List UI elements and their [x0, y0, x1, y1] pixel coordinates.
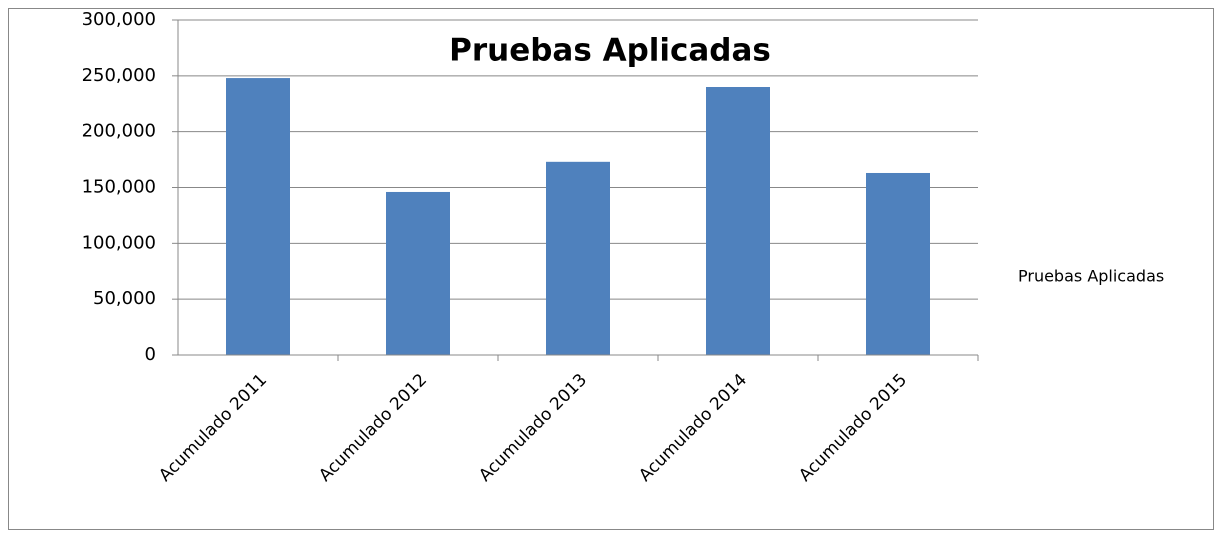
bar: [226, 78, 290, 356]
y-tick-label: 200,000: [82, 121, 156, 142]
y-tick-label: 50,000: [93, 288, 156, 309]
y-tick-label: 250,000: [82, 65, 156, 86]
chart-title: Pruebas Aplicadas: [449, 33, 771, 69]
bar: [866, 172, 930, 355]
chart-frame: [8, 8, 1214, 530]
bar: [386, 191, 450, 355]
bar: [546, 161, 610, 355]
y-tick-label: 300,000: [82, 9, 156, 30]
legend-label: Pruebas Aplicadas: [1018, 267, 1164, 286]
bar: [706, 87, 770, 355]
y-tick-label: 150,000: [82, 177, 156, 198]
y-tick-label: 0: [145, 344, 156, 365]
y-tick-label: 100,000: [82, 232, 156, 253]
